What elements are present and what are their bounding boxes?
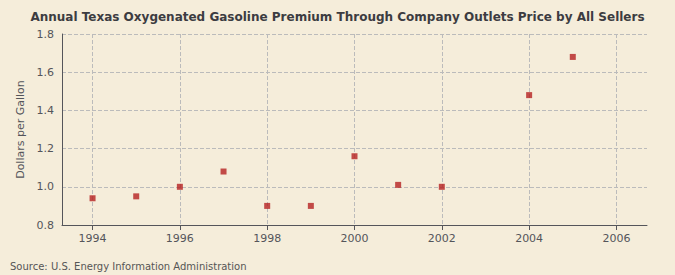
svg-text:Source: U.S. Energy Informatio: Source: U.S. Energy Information Administ…	[10, 261, 247, 272]
svg-text:1.0: 1.0	[37, 180, 55, 193]
svg-text:1994: 1994	[79, 232, 107, 245]
svg-text:2000: 2000	[341, 232, 369, 245]
svg-text:Annual Texas Oxygenated Gasoli: Annual Texas Oxygenated Gasoline Premium…	[30, 10, 644, 24]
svg-text:1.8: 1.8	[37, 28, 55, 41]
svg-text:1.4: 1.4	[37, 104, 55, 117]
svg-text:1.2: 1.2	[37, 142, 55, 155]
svg-text:1.6: 1.6	[37, 66, 55, 79]
svg-text:1996: 1996	[166, 232, 194, 245]
svg-text:2002: 2002	[428, 232, 456, 245]
svg-text:2004: 2004	[515, 232, 543, 245]
svg-text:0.8: 0.8	[37, 219, 55, 232]
svg-text:Dollars per Gallon: Dollars per Gallon	[14, 80, 27, 179]
svg-text:1998: 1998	[253, 232, 281, 245]
svg-text:2006: 2006	[602, 232, 630, 245]
